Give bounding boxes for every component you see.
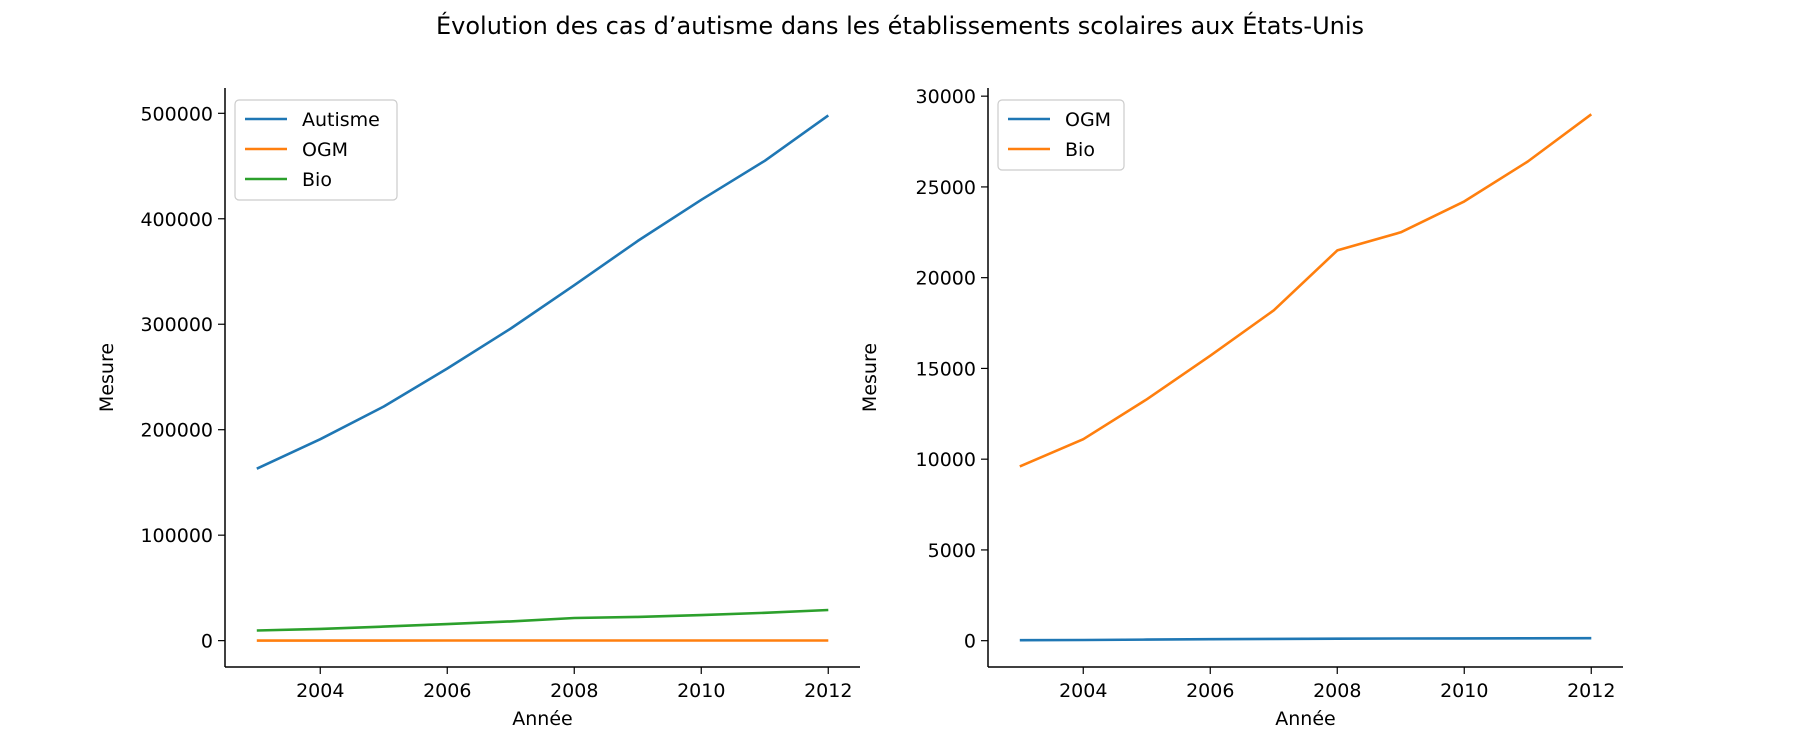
series-line-bio xyxy=(256,608,829,632)
legend-label: Bio xyxy=(302,169,332,191)
x-tick-label: 2012 xyxy=(804,680,852,702)
y-tick-label: 200000 xyxy=(140,420,213,442)
y-tick-label: 30000 xyxy=(916,86,976,108)
series-line-bio xyxy=(1019,113,1593,468)
y-tick-label: 0 xyxy=(964,631,976,653)
legend-label: Bio xyxy=(1065,139,1095,161)
y-tick-label: 20000 xyxy=(916,268,976,290)
y-axis-label: Mesure xyxy=(96,343,118,412)
legend-box xyxy=(234,99,398,201)
legend-label: OGM xyxy=(302,139,348,161)
y-tick-label: 10000 xyxy=(916,449,976,471)
x-tick-label: 2008 xyxy=(550,680,598,702)
x-tick-label: 2008 xyxy=(1313,680,1361,702)
y-tick-label: 100000 xyxy=(140,525,213,547)
legend-box xyxy=(997,99,1125,171)
y-tick-label: 25000 xyxy=(916,177,976,199)
legend: Autisme OGM Bio xyxy=(234,99,398,201)
y-tick-label: 500000 xyxy=(140,103,213,125)
x-tick-label: 2004 xyxy=(1059,680,1107,702)
series-line-ogm xyxy=(1019,636,1592,642)
y-tick-label: 400000 xyxy=(140,209,213,231)
legend-label: OGM xyxy=(1065,109,1111,131)
y-tick-label: 5000 xyxy=(928,540,976,562)
chart-2: 0 5000 10000 15000 20000 25000 30000 2004 2006 20… xyxy=(859,86,1623,730)
x-tick-label: 2004 xyxy=(296,680,344,702)
y-axis-label: Mesure xyxy=(859,343,881,412)
x-tick-label: 2010 xyxy=(677,680,725,702)
x-tick-label: 2006 xyxy=(1186,680,1234,702)
figure-title: Évolution des cas d’autisme dans les éta… xyxy=(436,11,1364,40)
y-tick-label: 0 xyxy=(201,631,213,653)
y-tick-label: 300000 xyxy=(140,314,213,336)
x-axis-label: Année xyxy=(512,708,572,730)
chart-1: 0 100000 200000 300000 400000 500000 2004 2006 2… xyxy=(96,88,860,730)
series-line-autisme xyxy=(256,114,830,470)
legend: OGM Bio xyxy=(997,99,1125,171)
x-axis-label: Année xyxy=(1275,708,1335,730)
y-tick-label: 15000 xyxy=(916,358,976,380)
x-tick-label: 2006 xyxy=(423,680,471,702)
legend-label: Autisme xyxy=(302,109,380,131)
x-tick-label: 2010 xyxy=(1440,680,1488,702)
x-tick-label: 2012 xyxy=(1567,680,1615,702)
